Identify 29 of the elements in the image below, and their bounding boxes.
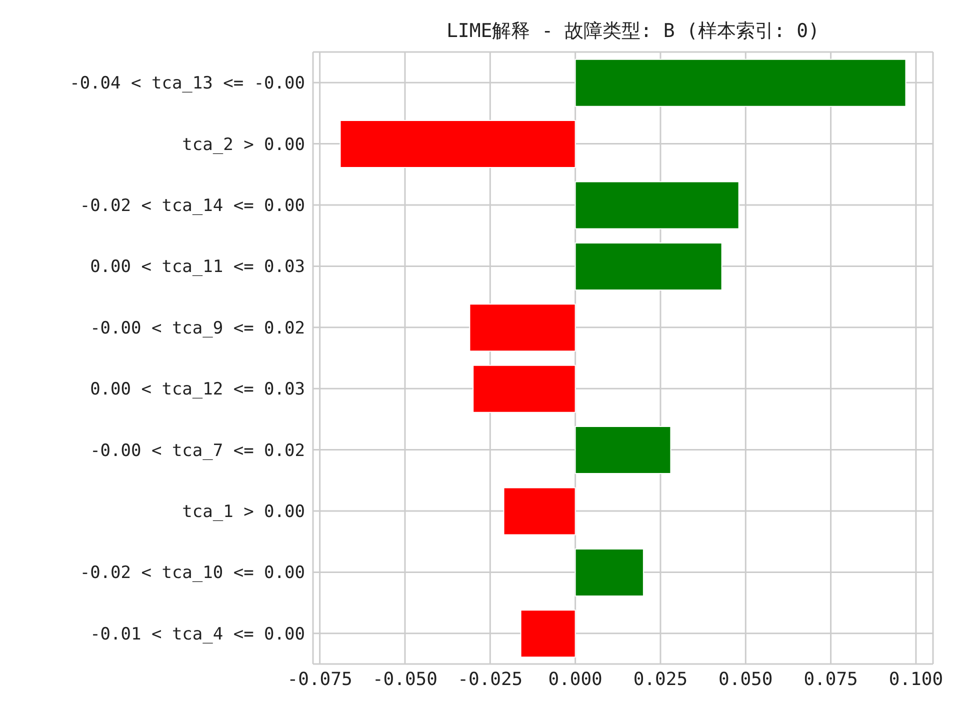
x-tick-label: 0.025 bbox=[633, 668, 688, 690]
x-tick-label: -0.025 bbox=[458, 668, 523, 690]
y-tick-label: 0.00 < tca_11 <= 0.03 bbox=[90, 257, 305, 278]
x-tick-label: -0.050 bbox=[372, 668, 438, 690]
bar bbox=[574, 181, 740, 230]
x-tick-label: 0.075 bbox=[804, 668, 858, 690]
bar bbox=[574, 242, 722, 290]
bar bbox=[340, 120, 576, 168]
bar bbox=[574, 58, 906, 107]
bar bbox=[520, 610, 576, 658]
chart-title: LIME解释 - 故障类型: B (样本索引: 0) bbox=[445, 19, 821, 44]
y-tick-label: -0.01 < tca_4 <= 0.00 bbox=[90, 624, 305, 644]
bar bbox=[574, 548, 644, 596]
y-tick-label: -0.00 < tca_9 <= 0.02 bbox=[90, 318, 305, 338]
x-tick-label: 0.050 bbox=[718, 668, 773, 690]
bar bbox=[503, 487, 576, 536]
bar bbox=[574, 426, 672, 474]
bar bbox=[472, 364, 576, 413]
bar bbox=[469, 304, 576, 352]
x-tick-label: -0.075 bbox=[287, 668, 352, 690]
y-tick-label: -0.04 < tca_13 <= -0.00 bbox=[70, 74, 305, 94]
y-tick-label: -0.00 < tca_7 <= 0.02 bbox=[90, 440, 305, 461]
x-tick-label: 0.100 bbox=[888, 668, 944, 690]
y-tick-label: -0.02 < tca_10 <= 0.00 bbox=[80, 563, 305, 584]
x-tick-label: 0.000 bbox=[548, 668, 602, 690]
y-tick-label: tca_2 > 0.00 bbox=[182, 134, 305, 155]
y-tick-label: -0.02 < tca_14 <= 0.00 bbox=[80, 196, 305, 216]
y-tick-label: 0.00 < tca_12 <= 0.03 bbox=[90, 380, 305, 400]
y-tick-label: tca_1 > 0.00 bbox=[182, 502, 305, 522]
